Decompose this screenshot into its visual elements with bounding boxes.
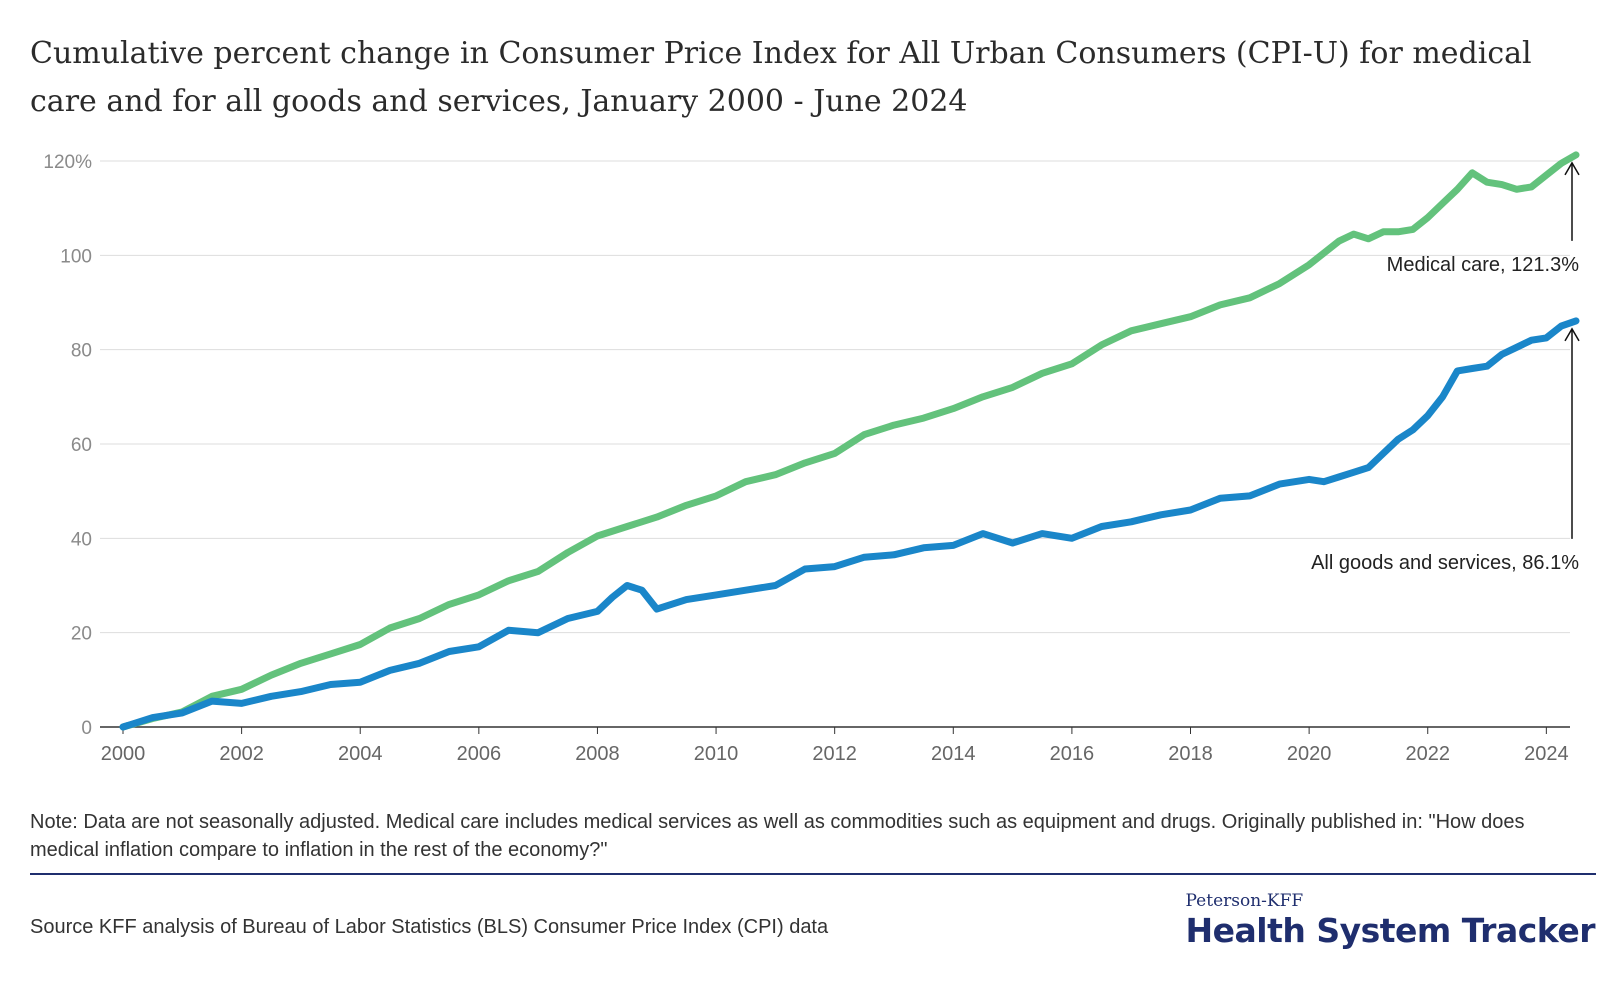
gridlines bbox=[100, 160, 1570, 728]
x-tick-label: 2010 bbox=[694, 743, 739, 765]
annotation-label: Medical care, 121.3% bbox=[1387, 254, 1580, 276]
divider bbox=[30, 873, 1596, 875]
y-tick-label: 120% bbox=[43, 152, 92, 173]
x-tick-label: 2020 bbox=[1287, 743, 1332, 765]
x-tick-label: 2016 bbox=[1050, 743, 1095, 765]
chart-title: Cumulative percent change in Consumer Pr… bbox=[30, 36, 1532, 119]
brand-big-text: Health System Tracker bbox=[1185, 911, 1596, 950]
annotation-arrowhead bbox=[1564, 327, 1580, 342]
x-tick-label: 2022 bbox=[1405, 743, 1450, 765]
y-tick-label: 40 bbox=[71, 529, 92, 550]
y-axis-ticks: 0 20 40 60 80 100 120% bbox=[43, 152, 92, 739]
chart-note: Note: Data are not seasonally adjusted. … bbox=[30, 811, 1525, 861]
series-line-all-goods-and-services bbox=[119, 317, 1580, 731]
chart-source: Source KFF analysis of Bureau of Labor S… bbox=[30, 916, 829, 938]
annotations: Medical care, 121.3% All goods and servic… bbox=[1311, 161, 1580, 574]
x-tick-label: 2018 bbox=[1168, 743, 1213, 765]
y-tick-label: 0 bbox=[81, 718, 92, 739]
series-lines bbox=[119, 151, 1580, 731]
x-axis-ticks: 2000 2002 2004 2006 2008 2010 2012 2014 2016 2018… bbox=[101, 727, 1569, 765]
y-tick-label: 80 bbox=[71, 341, 92, 362]
x-tick-label: 2012 bbox=[812, 743, 857, 765]
x-tick-label: 2024 bbox=[1524, 743, 1569, 765]
x-tick-label: 2014 bbox=[931, 743, 976, 765]
x-tick-label: 2002 bbox=[219, 743, 264, 765]
y-tick-label: 60 bbox=[71, 435, 92, 456]
x-tick-label: 2008 bbox=[575, 743, 620, 765]
x-tick-label: 2006 bbox=[457, 743, 502, 765]
y-tick-label: 20 bbox=[71, 624, 92, 645]
brand-logo: Peterson-KFF Health System Tracker bbox=[1186, 890, 1596, 950]
x-tick-label: 2004 bbox=[338, 743, 383, 765]
y-tick-label: 100 bbox=[60, 246, 92, 267]
series-line-medical-care bbox=[119, 151, 1580, 731]
annotation-arrowhead bbox=[1564, 161, 1580, 176]
x-tick-label: 2000 bbox=[101, 743, 146, 765]
brand-small-text: Peterson-KFF bbox=[1185, 891, 1304, 911]
annotation-label: All goods and services, 86.1% bbox=[1311, 552, 1579, 574]
